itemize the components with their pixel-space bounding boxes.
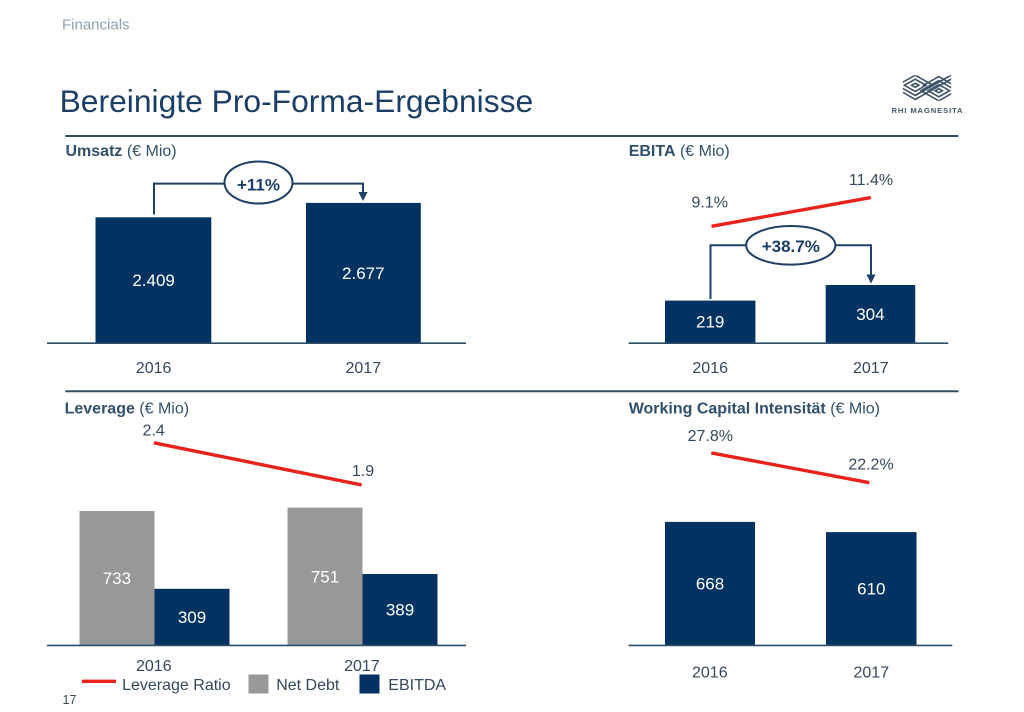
svg-text:11.4%: 11.4% — [849, 172, 893, 189]
svg-text:EBITA (€ Mio): EBITA (€ Mio) — [629, 143, 730, 160]
svg-text:Net Debt: Net Debt — [276, 677, 340, 694]
svg-text:Leverage Ratio: Leverage Ratio — [122, 677, 231, 694]
svg-text:RHI MAGNESITA: RHI MAGNESITA — [892, 106, 964, 115]
svg-text:27.8%: 27.8% — [688, 428, 733, 445]
svg-text:17: 17 — [63, 693, 77, 707]
svg-text:304: 304 — [856, 305, 884, 324]
svg-text:610: 610 — [857, 580, 885, 599]
svg-text:Financials: Financials — [62, 17, 130, 34]
svg-text:733: 733 — [103, 569, 131, 588]
svg-text:668: 668 — [696, 574, 724, 593]
svg-text:9.1%: 9.1% — [691, 195, 727, 212]
svg-text:2016: 2016 — [136, 658, 172, 675]
svg-text:2016: 2016 — [692, 665, 728, 682]
svg-text:2017: 2017 — [854, 665, 890, 682]
svg-text:2017: 2017 — [344, 658, 380, 675]
svg-text:2016: 2016 — [692, 360, 728, 377]
svg-text:22.2%: 22.2% — [848, 457, 893, 474]
svg-text:389: 389 — [386, 601, 414, 620]
svg-text:+38.7%: +38.7% — [762, 237, 820, 256]
svg-text:2.4: 2.4 — [142, 423, 164, 440]
svg-text:EBITDA: EBITDA — [388, 677, 446, 694]
svg-text:+11%: +11% — [237, 175, 280, 194]
svg-text:Leverage (€ Mio): Leverage (€ Mio) — [65, 400, 190, 417]
svg-text:2.677: 2.677 — [342, 264, 385, 283]
svg-text:1.9: 1.9 — [352, 463, 374, 480]
svg-text:2.409: 2.409 — [132, 271, 175, 290]
svg-text:219: 219 — [696, 313, 724, 332]
svg-text:Working Capital Intensität (€: Working Capital Intensität (€ Mio) — [629, 400, 880, 417]
svg-text:751: 751 — [311, 567, 339, 586]
svg-text:309: 309 — [178, 608, 206, 627]
svg-text:Umsatz (€ Mio): Umsatz (€ Mio) — [66, 143, 177, 160]
svg-text:2017: 2017 — [853, 360, 889, 377]
svg-text:Bereinigte Pro-Forma-Ergebniss: Bereinigte Pro-Forma-Ergebnisse — [60, 83, 534, 119]
svg-text:2016: 2016 — [136, 360, 172, 377]
svg-text:2017: 2017 — [346, 360, 382, 377]
